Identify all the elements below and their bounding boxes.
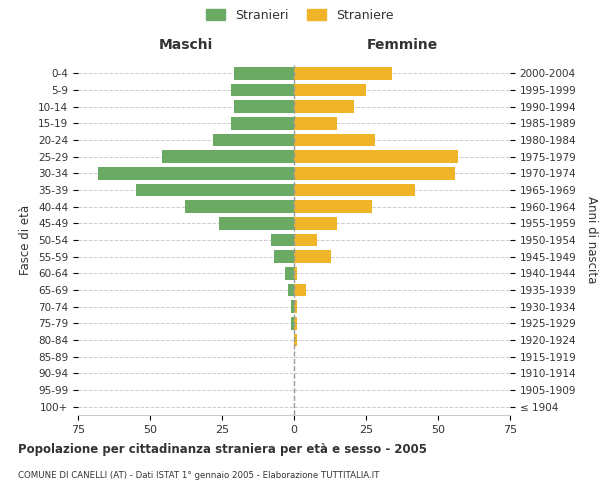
Legend: Stranieri, Straniere: Stranieri, Straniere [206,8,394,22]
Bar [294,100,355,113]
Bar [233,67,294,80]
Y-axis label: Anni di nascita: Anni di nascita [585,196,598,284]
Bar [230,84,294,96]
Bar [294,217,337,230]
Bar [286,267,294,280]
Bar [294,200,372,213]
Bar [98,167,294,179]
Bar [271,234,294,246]
Bar [294,150,458,163]
Y-axis label: Fasce di età: Fasce di età [19,205,32,275]
Bar [294,284,305,296]
Bar [274,250,294,263]
Bar [294,167,455,179]
Bar [219,217,294,230]
Bar [161,150,294,163]
Bar [136,184,294,196]
Bar [294,317,297,330]
Bar [294,67,392,80]
Bar [294,117,337,130]
Text: Popolazione per cittadinanza straniera per età e sesso - 2005: Popolazione per cittadinanza straniera p… [18,442,427,456]
Bar [185,200,294,213]
Bar [291,317,294,330]
Text: Femmine: Femmine [367,38,437,52]
Bar [294,134,374,146]
Bar [294,300,297,313]
Bar [291,300,294,313]
Bar [294,250,331,263]
Bar [230,117,294,130]
Text: COMUNE DI CANELLI (AT) - Dati ISTAT 1° gennaio 2005 - Elaborazione TUTTITALIA.IT: COMUNE DI CANELLI (AT) - Dati ISTAT 1° g… [18,471,379,480]
Bar [294,184,415,196]
Bar [294,234,317,246]
Bar [294,84,366,96]
Bar [288,284,294,296]
Bar [294,267,297,280]
Text: Maschi: Maschi [159,38,213,52]
Bar [233,100,294,113]
Bar [294,334,297,346]
Bar [214,134,294,146]
